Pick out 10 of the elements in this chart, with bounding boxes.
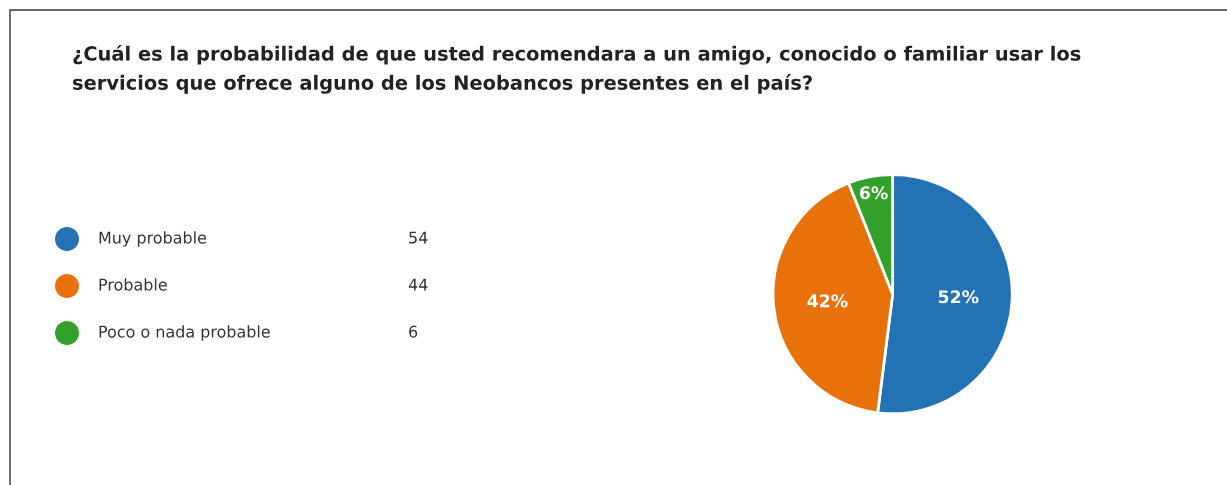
text: 6 [409, 325, 418, 338]
data-label: 6% [859, 186, 888, 200]
text: 44 [408, 278, 428, 291]
text: 54 [409, 231, 428, 244]
data-label: 42% [807, 294, 848, 308]
chart-title: ¿Cuál es la probabilidad de que usted recomendara a un amigo, conocido o familiar usar los servicios que ofrece alguno de los Neobancos presentes en el país? [73, 45, 1081, 94]
legend-label: Probable [99, 278, 167, 291]
data-label: 52% [938, 290, 979, 304]
legend-label: Muy probable [99, 231, 207, 247]
legend-label: Poco o nada probable [99, 325, 270, 341]
